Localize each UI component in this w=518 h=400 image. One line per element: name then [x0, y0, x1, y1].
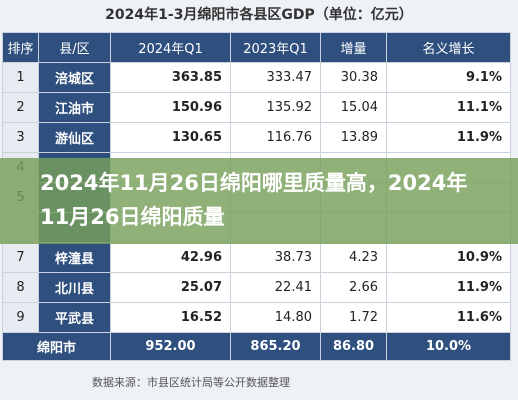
column-header: 2023年Q1 — [230, 32, 321, 63]
cell: 7 — [2, 242, 39, 273]
total-cell: 10.0% — [386, 332, 511, 361]
cell: 1 — [2, 62, 39, 93]
cell: 116.76 — [230, 122, 321, 153]
header-row: 排序 县/区 2024年Q1 2023年Q1 增量 名义增长 — [2, 32, 511, 63]
cell: 25.07 — [110, 272, 231, 303]
cell: 涪城区 — [38, 62, 111, 93]
cell: 135.92 — [230, 92, 321, 123]
cell: 38.73 — [230, 242, 321, 273]
cell-text: 11.1% — [456, 100, 502, 115]
column-header: 增量 — [320, 32, 387, 63]
table-row: 3 游仙区 130.65 116.76 13.89 11.9% — [2, 122, 511, 153]
cell: 梓潼县 — [38, 242, 111, 273]
cell: 9 — [2, 302, 39, 333]
table-row: 9 平武县 16.52 14.80 1.72 11.6% — [2, 302, 511, 333]
cell: 11.9% — [386, 272, 511, 303]
cell-text: 42.96 — [180, 250, 222, 265]
total-cell: 86.80 — [320, 332, 387, 361]
cell-text: 16.52 — [180, 310, 222, 325]
cell: 11.9% — [386, 122, 511, 153]
cell-text: 9.1% — [465, 70, 502, 85]
title: 2024年1-3月绵阳市各县区GDP（单位：亿元） — [105, 7, 413, 23]
banner: 2024年11月26日绵阳哪里质量高，2024年11月26日绵阳质量 — [0, 158, 518, 244]
cell: 2.66 — [320, 272, 387, 303]
cell: 9.1% — [386, 62, 511, 93]
cell: 平武县 — [38, 302, 111, 333]
column-header: 2024年Q1 — [110, 32, 231, 63]
cell: 11.1% — [386, 92, 511, 123]
total-cell: 绵阳市 — [2, 332, 111, 361]
cell: 10.9% — [386, 242, 511, 273]
cell: 江油市 — [38, 92, 111, 123]
table-row: 8 北川县 25.07 22.41 2.66 11.9% — [2, 272, 511, 303]
cell: 14.80 — [230, 302, 321, 333]
cell: 16.52 — [110, 302, 231, 333]
source: 数据来源：市县区统计局等公开数据整理 — [92, 376, 290, 389]
cell: 游仙区 — [38, 122, 111, 153]
cell-text: 130.65 — [171, 130, 222, 145]
column-header: 排序 — [2, 32, 39, 63]
column-header: 县/区 — [38, 32, 111, 63]
cell-text: 11.9% — [456, 130, 502, 145]
table-row: 7 梓潼县 42.96 38.73 4.23 10.9% — [2, 242, 511, 273]
cell-text: 25.07 — [180, 280, 222, 295]
cell-text: 363.85 — [171, 70, 222, 85]
cell: 30.38 — [320, 62, 387, 93]
cell: 13.89 — [320, 122, 387, 153]
total-row: 绵阳市 952.00 865.20 86.80 10.0% — [2, 332, 511, 361]
cell: 333.47 — [230, 62, 321, 93]
column-header: 名义增长 — [386, 32, 511, 63]
cell: 15.04 — [320, 92, 387, 123]
cell: 42.96 — [110, 242, 231, 273]
cell: 11.6% — [386, 302, 511, 333]
table-row: 2 江油市 150.96 135.92 15.04 11.1% — [2, 92, 511, 123]
total-cell: 865.20 — [230, 332, 321, 361]
table-row: 1 涪城区 363.85 333.47 30.38 9.1% — [2, 62, 511, 93]
cell: 8 — [2, 272, 39, 303]
total-cell: 952.00 — [110, 332, 231, 361]
cell: 3 — [2, 122, 39, 153]
cell: 2 — [2, 92, 39, 123]
cell: 北川县 — [38, 272, 111, 303]
cell-text: 11.6% — [456, 310, 502, 325]
cell-text: 11.9% — [456, 280, 502, 295]
cell-text: 150.96 — [171, 100, 222, 115]
cell: 363.85 — [110, 62, 231, 93]
cell-text: 10.9% — [456, 250, 502, 265]
cell: 1.72 — [320, 302, 387, 333]
cell: 22.41 — [230, 272, 321, 303]
cell: 150.96 — [110, 92, 231, 123]
cell: 130.65 — [110, 122, 231, 153]
cell: 4.23 — [320, 242, 387, 273]
